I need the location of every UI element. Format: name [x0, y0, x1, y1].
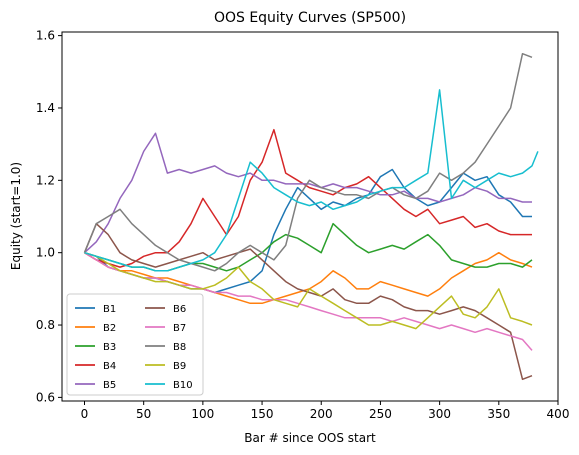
y-axis: 0.6 0.8 1.0 1.2 1.4 1.6 — [36, 29, 62, 404]
x-tick-label: 200 — [310, 407, 333, 421]
legend-entry-b5: B5 — [75, 380, 116, 391]
x-tick-label: 300 — [428, 407, 451, 421]
legend-label: B10 — [173, 380, 193, 391]
legend-entry-b1: B1 — [75, 304, 116, 315]
series-line-b8 — [83, 52, 533, 272]
legend-entry-b6: B6 — [145, 304, 186, 315]
y-tick-label: 1.2 — [36, 173, 55, 187]
x-tick-label: 0 — [81, 407, 89, 421]
x-tick-label: 350 — [487, 407, 510, 421]
legend-label: B3 — [103, 342, 116, 353]
y-tick-label: 1.6 — [36, 29, 55, 43]
legend-label: B2 — [103, 323, 116, 334]
x-tick-label: 100 — [191, 407, 214, 421]
legend-box — [66, 293, 204, 396]
legend-entry-b3: B3 — [75, 342, 116, 353]
y-axis-label: Equity (start=1.0) — [9, 162, 23, 270]
x-tick-label: 400 — [547, 407, 570, 421]
legend-label: B7 — [173, 323, 186, 334]
y-tick-label: 1.4 — [36, 101, 55, 115]
series-line-b10 — [84, 89, 539, 272]
legend-label: B8 — [173, 342, 186, 353]
y-tick-label: 1.0 — [36, 246, 55, 260]
series-line-b5 — [83, 132, 532, 254]
x-tick-label: 250 — [369, 407, 392, 421]
legend-label: B4 — [103, 361, 116, 372]
x-axis-label: Bar # since OOS start — [244, 431, 376, 445]
plot-frame — [61, 31, 559, 402]
chart-title: OOS Equity Curves (SP500) — [214, 10, 406, 26]
legend-entry-b2: B2 — [75, 323, 116, 334]
series-line-b9 — [84, 251, 533, 330]
legend-entry-b10: B10 — [145, 380, 193, 391]
series-line-b4 — [84, 128, 532, 268]
y-tick-label: 0.6 — [36, 390, 55, 404]
x-tick-label: 150 — [251, 407, 274, 421]
legend-label: B5 — [103, 380, 116, 391]
legend-entry-b8: B8 — [145, 342, 186, 353]
legend-entry-b9: B9 — [145, 361, 186, 372]
legend-label: B1 — [103, 304, 116, 315]
legend-label: B9 — [173, 361, 186, 372]
x-axis: 0 50 100 150 200 250 300 350 400 — [81, 401, 570, 421]
y-tick-label: 0.8 — [36, 318, 55, 332]
legend-label: B6 — [173, 304, 186, 315]
legend-entry-b7: B7 — [145, 323, 186, 334]
series-line-b7 — [84, 252, 533, 351]
legend: B1 B2 B3 B4 B5 B6 B7 B8 B9 B10 — [66, 293, 204, 396]
plot-lines — [83, 52, 539, 381]
x-tick-label: 50 — [136, 407, 151, 421]
legend-entry-b4: B4 — [75, 361, 116, 372]
